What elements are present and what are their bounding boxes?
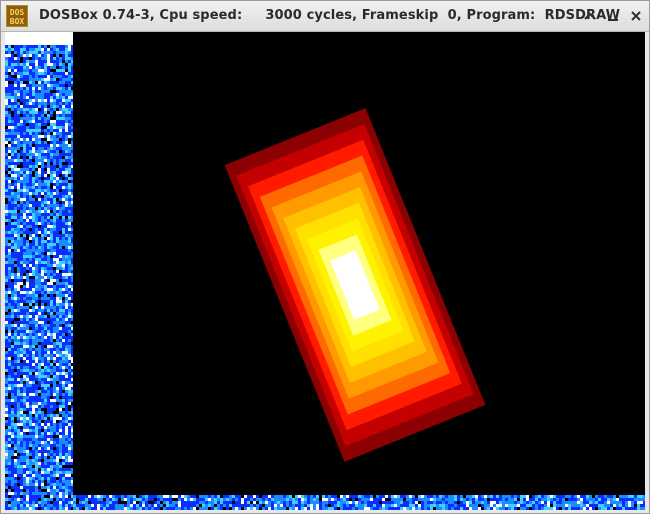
window-up-button[interactable] xyxy=(581,7,599,25)
noise-pattern-bottom xyxy=(73,495,645,510)
dos-screen[interactable] xyxy=(5,45,645,510)
nested-rectangles-shape xyxy=(224,108,486,462)
noise-pattern-left xyxy=(5,45,73,510)
svg-text:DOS: DOS xyxy=(10,8,25,17)
window-title: DOSBox 0.74-3, Cpu speed: 3000 cycles, F… xyxy=(39,8,621,23)
up-arrow-icon xyxy=(584,12,596,20)
title-bar[interactable]: DOS BOX DOSBox 0.74-3, Cpu speed: 3000 c… xyxy=(1,1,649,32)
close-icon xyxy=(631,11,641,21)
drawing-canvas xyxy=(73,45,645,495)
svg-text:BOX: BOX xyxy=(10,17,25,26)
screen-top-black xyxy=(73,32,645,45)
gradient-band-10 xyxy=(330,250,380,320)
minimize-icon xyxy=(608,19,618,21)
window-minimize-button[interactable] xyxy=(604,7,622,25)
window-close-button[interactable] xyxy=(627,7,645,25)
dosbox-logo-icon: DOS BOX xyxy=(6,5,28,27)
